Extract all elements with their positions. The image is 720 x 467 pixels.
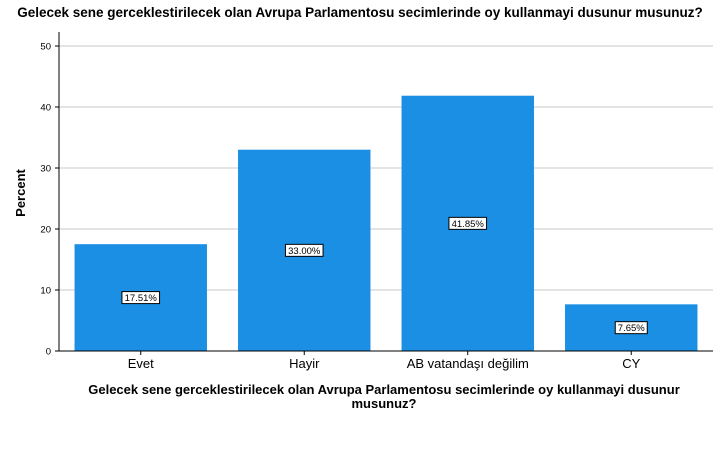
x-tick-label: Evet [128,356,154,371]
bars: 17.51% 33.00% 41.85% 7.65% [74,95,698,351]
y-tick-label: 50 [40,42,51,53]
data-label: 41.85% [452,219,485,230]
data-label: 17.51% [125,293,158,304]
y-tick-label: 40 [40,103,51,114]
x-tick-label: AB vatandaşı değilim [407,356,529,371]
x-axis-label-line-2: musunuz? [352,396,417,411]
chart-title: Gelecek sene gerceklestirilecek olan Avr… [17,5,703,20]
y-tick-label: 0 [46,347,51,358]
y-tick-label: 20 [40,225,51,236]
data-label-box [614,321,648,335]
gridlines [59,45,713,291]
y-tick-label: 30 [40,164,51,175]
x-tick-label: CY [622,356,640,371]
x-axis-ticks: Evet Hayir AB vatandaşı değilim CY [128,351,641,371]
y-axis-ticks: 0 10 20 30 40 50 [40,42,59,358]
data-label: 33.00% [288,246,321,257]
y-tick-label: 10 [40,286,51,297]
data-label-box [284,243,324,257]
x-tick-label: Hayir [289,356,320,371]
x-axis-label-line-1: Gelecek sene gerceklestirilecek olan Avr… [88,382,680,397]
data-label-box [121,291,161,305]
y-axis-label: Percent [13,168,28,216]
data-label: 7.65% [618,323,645,334]
data-label-box [448,216,488,230]
